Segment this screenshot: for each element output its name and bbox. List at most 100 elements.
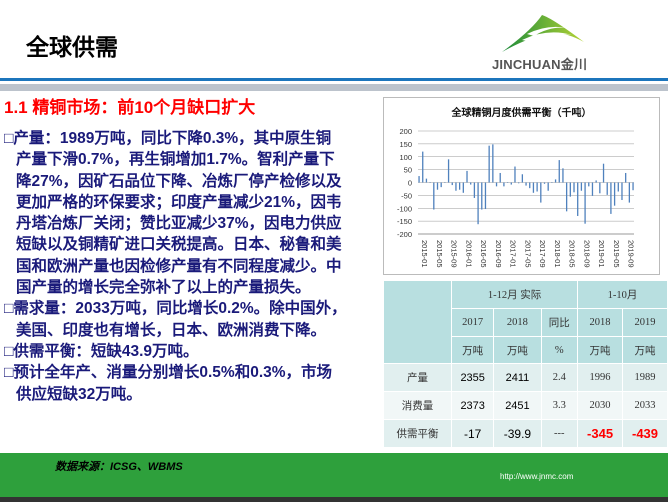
bullet-demand: □需求量：2033万吨，同比增长0.2%。除中国外， 美国、印度也有增长，日本、… [4,298,380,341]
cell: 2355 [450,363,495,393]
cell: 2373 [450,391,495,421]
data-source: 数据来源：ICSG、WBMS [55,461,183,473]
bar [418,176,420,183]
bullet-forecast: □预计全年产、消量分别增长0.5%和0.3%，市场 供应短缺32万吨。 [4,362,380,405]
bar [558,160,560,183]
row-label: 产量 [383,363,452,393]
section-subtitle: 1.1 精铜市场：前10个月缺口扩大 [4,98,256,117]
cell: 1996 [577,363,624,393]
x-tick-label: 2016-05 [479,240,488,268]
bar [569,182,571,197]
page-title: 全球供需 [26,35,118,61]
table-unit-row: 万吨 万吨 % 万吨 万吨 [384,335,668,365]
bar [577,182,579,216]
bar [595,180,597,183]
bar [503,182,505,187]
bar [562,168,564,183]
table-row: 消费量 2373 2451 3.3 2030 2033 [383,391,668,421]
text-line: □供需平衡：短缺43.9万吨。 [4,342,199,360]
unit-header: 万吨 [622,335,668,365]
bar [458,182,461,190]
x-tick-label: 2016-09 [494,240,503,268]
bar [610,182,612,214]
bar [529,182,531,189]
cell: --- [540,419,579,448]
bar [433,182,435,210]
group-header: 1-12月 实际 [450,280,579,309]
cell: 1989 [622,363,668,393]
bar [573,182,575,193]
bar [425,178,428,183]
bar [621,182,623,201]
bar [466,170,468,183]
bar [543,182,546,184]
bar [477,182,479,225]
text-line: 美国、印度也有增长，日本、欧洲消费下降。 [16,321,327,339]
row-label: 消费量 [383,391,452,421]
bar [462,182,464,193]
bar [613,182,616,206]
bar [484,182,487,210]
bar [470,182,472,185]
bar [422,151,424,183]
bar [632,182,634,191]
bar [447,159,450,183]
footer: 数据来源：ICSG、WBMS http://www.jnmc.com [0,453,668,497]
text-line: 供应短缺32万吨。 [16,385,142,403]
bar [429,182,431,183]
year-header: 同比 [540,307,579,337]
text-line: 国和欧洲产量也因检修产量有不同程度减少。中 [16,257,342,275]
bar [514,166,516,183]
bar [540,182,542,203]
y-tick-label: -150 [397,217,412,226]
bar [554,179,557,183]
bar [606,182,608,195]
footer-bar [0,497,668,502]
y-tick-label: 0 [408,179,412,188]
bullet-production: □产量：1989万吨，同比下降0.3%，其中原生铜 产量下滑0.7%，再生铜增加… [4,128,380,298]
text-line: 短缺以及铜精矿进口关税提高。日本、秘鲁和美 [16,236,342,254]
bar [451,182,453,186]
text-line: 国产量的增长完全弥补了以上的产量损失。 [16,279,311,297]
x-tick-label: 2016-01 [464,240,473,268]
y-tick-label: 100 [399,153,412,162]
x-tick-label: 2017-01 [509,240,518,268]
unit-header: 万吨 [450,335,495,365]
row-label: 供需平衡 [383,419,452,448]
x-tick-label: 2019-05 [612,240,621,268]
bar [525,182,527,186]
table-row: 产量 2355 2411 2.4 1996 1989 [383,363,668,393]
bar [492,144,494,183]
text-line: □需求量：2033万吨，同比增长0.2%。除中国外， [4,300,347,318]
text-line: 产量下滑0.7%，再生铜增加1.7%。智利产量下 [16,151,335,169]
bar [518,182,520,184]
bar [444,182,446,183]
chart-title: 全球精铜月度供需平衡（千吨） [451,108,592,119]
bar [591,182,594,196]
bar [584,182,586,224]
bar [536,182,538,192]
header-divider [0,78,668,81]
footer-url[interactable]: http://www.jnmc.com [500,472,574,481]
unit-header: 万吨 [577,335,624,365]
y-tick-label: -200 [397,230,412,239]
logo-text: JINCHUAN金川 [492,57,588,72]
cell: 2033 [622,391,668,421]
x-tick-label: 2017-05 [523,240,532,268]
balance-chart: 全球精铜月度供需平衡（千吨） 200 150 100 50 0 -50 -100 -150 -2… [383,97,660,275]
x-tick-label: 2015-01 [420,240,429,268]
y-tick-label: -100 [397,204,412,213]
bar [488,145,490,183]
table-year-row: 2017 2018 同比 2018 2019 [384,307,668,337]
cell: 2.4 [540,363,579,393]
x-tick-label: 2018-09 [582,240,591,268]
cell: -345 [577,419,624,448]
bar [551,182,553,183]
table-corner [383,279,452,365]
bullet-balance: □供需平衡：短缺43.9万吨。 [4,341,380,362]
x-tick-label: 2015-09 [450,240,459,268]
text-line: 丹塔冶炼厂关闭；赞比亚减少37%，因电力供应 [16,215,342,233]
cell: 2030 [577,391,624,421]
y-tick-label: 50 [404,166,412,175]
bar [547,182,549,191]
